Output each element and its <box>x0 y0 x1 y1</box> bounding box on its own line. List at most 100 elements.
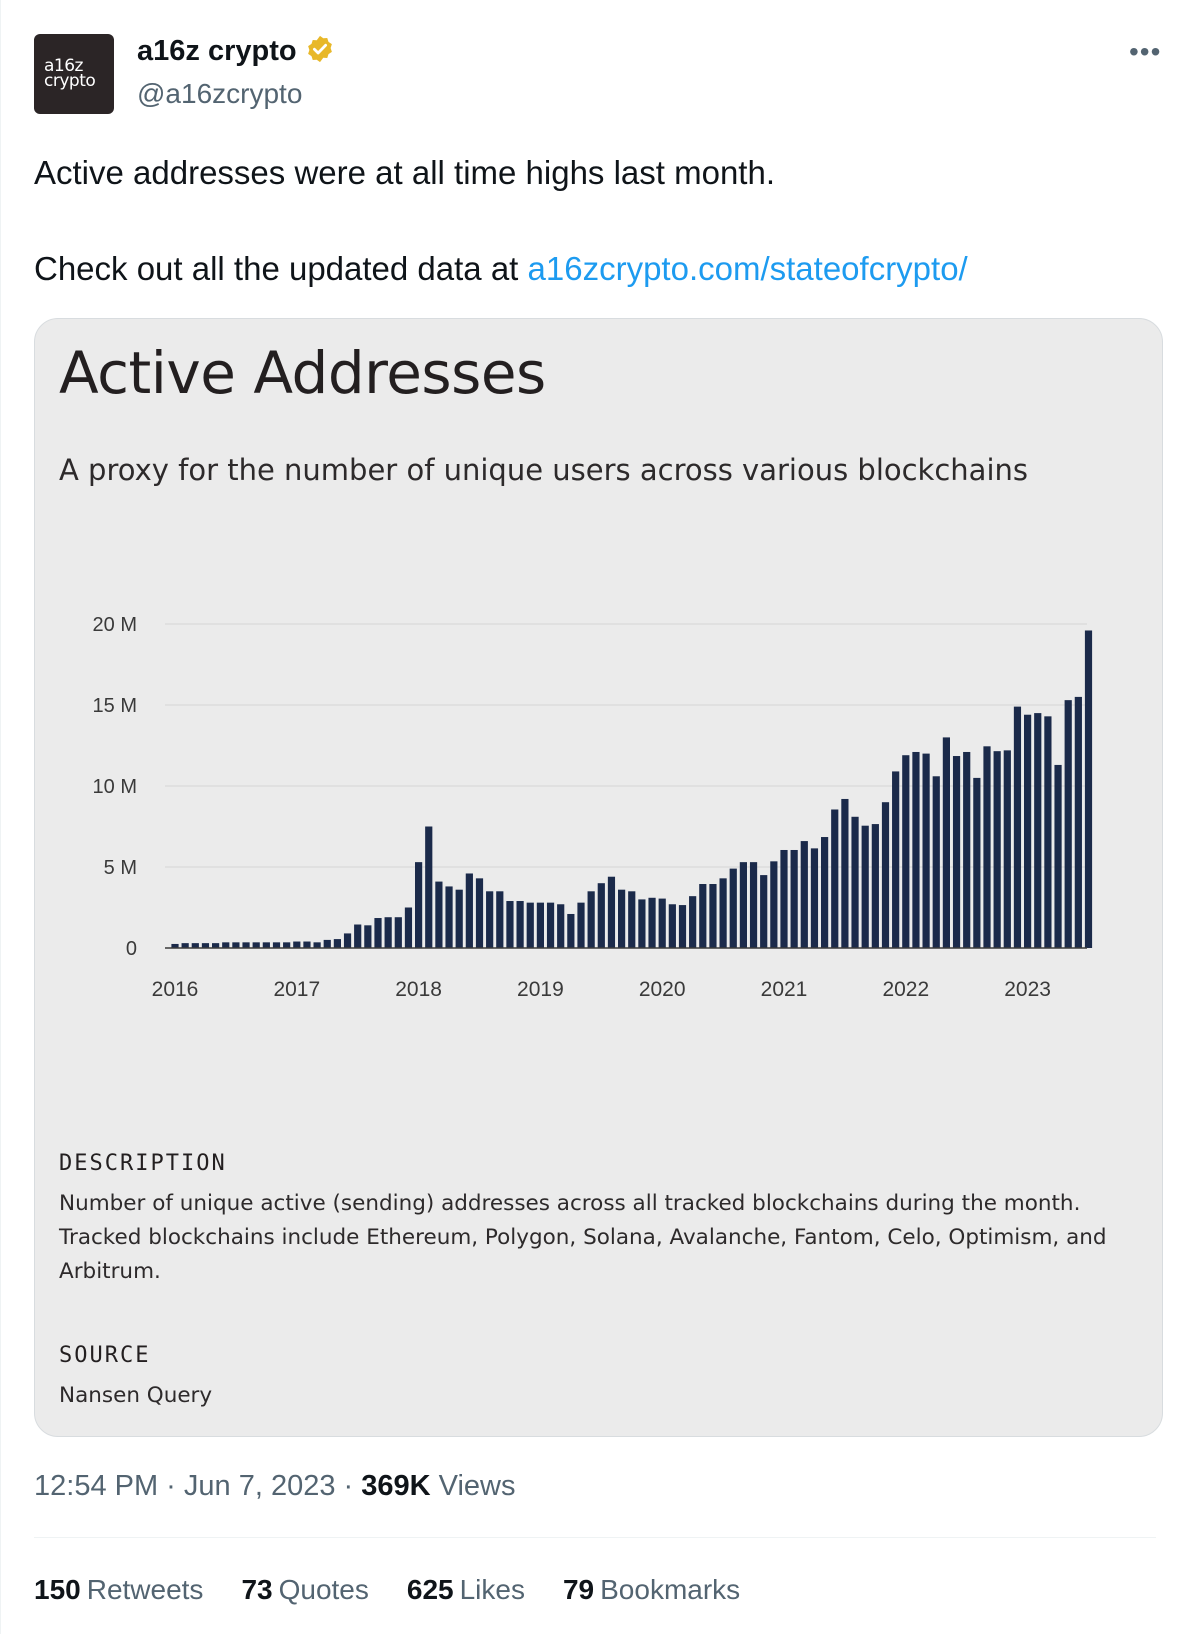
bar <box>394 917 402 948</box>
bar <box>222 942 230 948</box>
stat-bookmarks[interactable]: 79 Bookmarks <box>563 1574 740 1606</box>
source-heading: SOURCE <box>59 1343 151 1368</box>
bar <box>1013 706 1022 948</box>
bar <box>1074 696 1082 948</box>
views-count: 369K <box>361 1470 431 1502</box>
bar <box>628 891 636 948</box>
bar <box>496 891 504 948</box>
bar <box>526 902 534 948</box>
stat-quotes-label: Quotes <box>278 1574 369 1605</box>
bar <box>607 876 616 948</box>
bar <box>191 943 199 948</box>
bar <box>942 737 950 948</box>
bar <box>892 771 900 948</box>
bar <box>262 942 270 948</box>
x-tick-label: 2021 <box>761 978 808 1001</box>
y-tick-label: 10 M <box>93 776 137 798</box>
bar <box>343 933 352 948</box>
timestamp[interactable]: 12:54 PM · Jun 7, 2023 · <box>34 1470 362 1502</box>
bar <box>333 939 341 948</box>
stat-likes[interactable]: 625 Likes <box>407 1574 525 1606</box>
bar <box>912 751 920 948</box>
tweet-line-2: Check out all the updated data at a16zcr… <box>34 248 1144 290</box>
stat-retweets-label: Retweets <box>86 1574 204 1605</box>
bar <box>709 884 717 948</box>
description-text: Number of unique active (sending) addres… <box>59 1191 1107 1284</box>
x-tick-label: 2019 <box>517 978 564 1001</box>
tweet-link[interactable]: a16zcrypto.com/stateofcrypto/ <box>527 250 968 287</box>
bar <box>932 776 940 948</box>
tweet-line-2-prefix: Check out all the updated data at <box>34 250 528 287</box>
stat-bookmarks-count: 79 <box>562 1574 595 1605</box>
bar <box>577 902 585 948</box>
bar <box>658 898 666 948</box>
bar <box>729 868 737 948</box>
bar <box>699 884 707 948</box>
source-text: Nansen Query <box>59 1383 213 1408</box>
bar <box>567 913 575 948</box>
y-tick-label: 0 <box>126 938 137 960</box>
bar <box>648 897 656 948</box>
stat-likes-label: Likes <box>459 1574 525 1605</box>
avatar[interactable]: a16z crypto <box>34 34 114 114</box>
bar <box>780 849 788 948</box>
bar <box>455 889 463 948</box>
x-tick-label: 2016 <box>152 978 199 1001</box>
stat-retweets-count: 150 <box>34 1574 81 1605</box>
bar <box>1024 714 1032 948</box>
bar <box>1034 713 1042 948</box>
bar <box>963 751 971 948</box>
bar <box>1044 716 1052 948</box>
bar <box>618 889 626 948</box>
bar <box>902 755 910 948</box>
bar <box>546 902 555 948</box>
active-addresses-chart: 0 5 M 10 M 15 M 20 M 2016 2017 2018 2019 2020 2021… <box>93 614 1093 1001</box>
bar <box>952 756 961 948</box>
more-options-icon[interactable]: ••• <box>1129 36 1162 67</box>
bar <box>1054 764 1062 948</box>
bar <box>1064 700 1072 948</box>
bar <box>435 881 443 948</box>
bar <box>212 943 220 948</box>
divider <box>34 1537 1156 1538</box>
stat-quotes[interactable]: 73 Quotes <box>241 1574 368 1606</box>
x-tick-label: 2023 <box>1004 978 1051 1001</box>
handle[interactable]: @a16zcrypto <box>137 78 303 109</box>
bar <box>354 924 362 948</box>
bar <box>973 777 981 948</box>
stat-quotes-count: 73 <box>241 1574 273 1605</box>
bar <box>810 848 819 948</box>
avatar-text-line2: crypto <box>44 71 96 91</box>
display-name[interactable]: a16z crypto <box>137 35 297 67</box>
bar <box>790 849 798 948</box>
bar <box>678 905 687 948</box>
bar <box>851 816 859 948</box>
bar <box>516 901 524 948</box>
y-tick-label: 15 M <box>93 695 137 717</box>
bar <box>384 917 392 948</box>
x-tick-label: 2022 <box>882 978 929 1001</box>
bar <box>252 942 260 948</box>
x-tick-label: 2017 <box>273 978 320 1001</box>
bar <box>689 896 697 948</box>
bar <box>272 942 281 948</box>
bar <box>415 862 423 948</box>
avatar-text-line1: a16z <box>44 56 83 76</box>
bar <box>486 891 494 948</box>
stat-retweets[interactable]: 150 Retweets <box>34 1574 203 1606</box>
bar <box>171 943 179 948</box>
bar <box>404 907 413 948</box>
media-card[interactable]: Active Addresses A proxy for the number … <box>34 318 1163 1437</box>
bar <box>201 943 210 948</box>
tweet-line-1: Active addresses were at all time highs … <box>34 154 776 191</box>
bar <box>668 904 676 948</box>
tweet-text: Active addresses were at all time highs … <box>34 152 1144 344</box>
engagement-stats: 150 Retweets 73 Quotes 625 Likes 79 Bookmark… <box>34 1574 740 1606</box>
bar <box>475 878 484 948</box>
bar <box>232 942 240 948</box>
x-tick-label: 2018 <box>395 978 442 1001</box>
bar <box>587 891 595 948</box>
bar <box>1003 750 1011 948</box>
verified-badge-icon[interactable] <box>305 34 335 69</box>
bar <box>993 751 1001 948</box>
